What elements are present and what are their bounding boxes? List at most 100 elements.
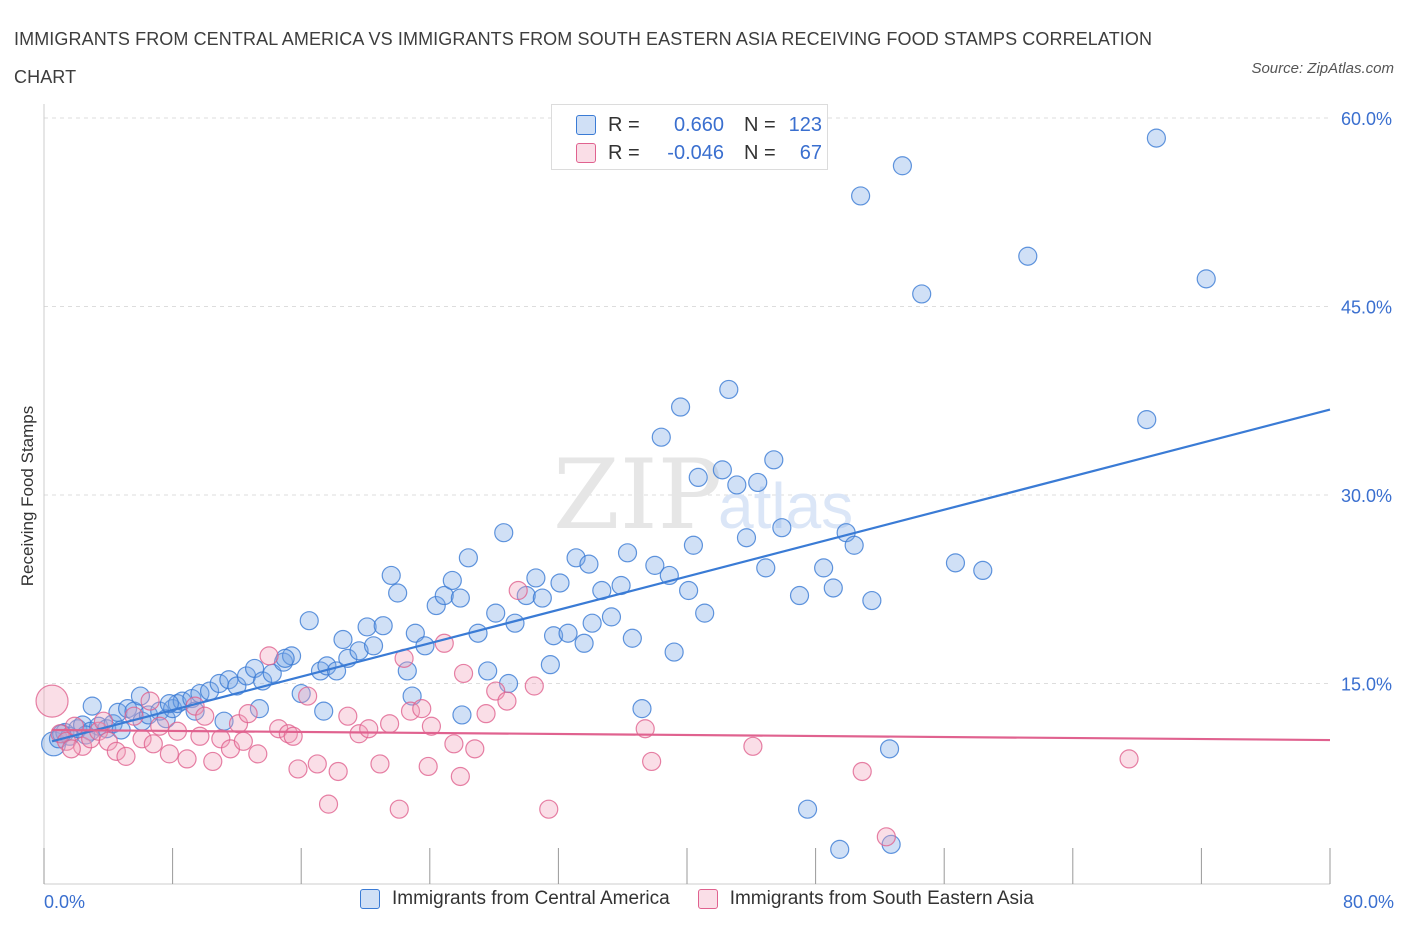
data-point: [797, 799, 818, 819]
data-point: [476, 704, 496, 724]
data-point: [695, 603, 715, 623]
data-point: [35, 684, 69, 718]
data-point: [558, 623, 578, 643]
data-point: [651, 427, 671, 447]
data-point: [150, 716, 170, 736]
data-point: [601, 607, 622, 627]
data-point: [238, 704, 258, 724]
data-point: [363, 636, 384, 656]
data-point: [543, 626, 564, 646]
data-point: [844, 535, 864, 555]
data-point: [830, 839, 850, 859]
data-point: [632, 699, 652, 719]
data-point: [879, 739, 900, 759]
data-point: [288, 759, 308, 779]
data-point: [421, 716, 442, 736]
watermark-atlas: atlas: [718, 470, 853, 542]
series-legend-item-central-america: Immigrants from Central America: [360, 888, 670, 910]
x-tick-label: 0.0%: [44, 892, 85, 912]
data-point: [397, 661, 417, 681]
data-point: [486, 603, 506, 623]
data-point: [98, 731, 118, 751]
data-point: [497, 691, 517, 711]
data-point: [248, 744, 268, 764]
data-point: [1119, 749, 1139, 769]
data-point: [450, 588, 470, 608]
data-point: [203, 751, 223, 772]
data-point: [177, 749, 197, 769]
data-point: [645, 555, 665, 575]
data-point: [478, 661, 498, 681]
data-point: [814, 558, 834, 578]
data-point: [823, 578, 843, 598]
data-point: [617, 543, 638, 563]
data-point: [106, 741, 126, 761]
data-point: [349, 724, 369, 744]
data-point: [973, 560, 993, 581]
data-point: [670, 397, 691, 417]
data-point: [249, 699, 270, 719]
data-point: [772, 518, 792, 538]
data-point: [579, 554, 599, 574]
data-point: [550, 573, 570, 593]
data-point: [328, 761, 348, 782]
trend-lines: [51, 408, 1331, 743]
source-label: Source: ZipAtlas.com: [1251, 60, 1394, 77]
data-point: [359, 719, 379, 739]
data-point: [494, 523, 514, 543]
data-point: [185, 701, 205, 721]
data-point: [116, 746, 136, 766]
watermark-zip: ZIP: [553, 439, 722, 551]
data-point: [945, 553, 966, 573]
data-point: [314, 701, 334, 721]
y-tick-label: 60.0%: [1341, 109, 1392, 129]
data-point: [426, 595, 446, 616]
series-legend-label: Immigrants from South Eastern Asia: [729, 888, 1034, 909]
data-point: [508, 580, 528, 601]
data-point: [400, 701, 421, 721]
legend-n-label: N =: [744, 141, 776, 164]
data-point: [412, 699, 432, 719]
trend-line-central-america: [51, 408, 1331, 743]
series-legend-swatch-pink: [697, 889, 718, 909]
data-point: [789, 585, 810, 606]
data-point: [743, 736, 763, 756]
data-point: [452, 705, 472, 725]
data-point: [388, 583, 408, 603]
data-point: [143, 734, 163, 754]
data-point: [876, 827, 896, 847]
data-point: [642, 751, 662, 772]
data-point: [532, 588, 552, 608]
data-point: [748, 472, 768, 493]
data-point: [465, 739, 485, 759]
data-point: [159, 694, 179, 714]
data-point: [683, 535, 704, 555]
data-point: [450, 766, 470, 787]
data-point: [719, 379, 739, 400]
data-point: [1018, 246, 1038, 266]
series-legend-item-south-eastern-asia: Immigrants from South Eastern Asia: [697, 888, 1034, 910]
y-tick-label: 15.0%: [1341, 675, 1392, 695]
data-point: [852, 761, 872, 782]
data-point: [736, 528, 757, 548]
axes: [43, 104, 1331, 885]
data-point: [283, 726, 303, 746]
data-point: [622, 628, 642, 648]
legend-row-pink: R = -0.046 N = 67: [576, 139, 822, 167]
data-point: [444, 734, 464, 754]
data-point: [892, 156, 913, 176]
data-point: [453, 663, 474, 684]
legend-swatch-pink: [576, 143, 596, 163]
data-point: [381, 565, 401, 586]
data-point: [61, 739, 81, 759]
data-point: [418, 756, 438, 777]
data-point: [1137, 410, 1157, 430]
data-point: [227, 676, 247, 696]
data-point: [912, 284, 932, 304]
data-point: [389, 799, 409, 819]
data-point: [233, 731, 253, 751]
legend-n-value: 67: [799, 141, 822, 164]
data-point: [1196, 269, 1216, 289]
data-point: [539, 799, 559, 819]
legend-r-label: R =: [608, 113, 640, 136]
